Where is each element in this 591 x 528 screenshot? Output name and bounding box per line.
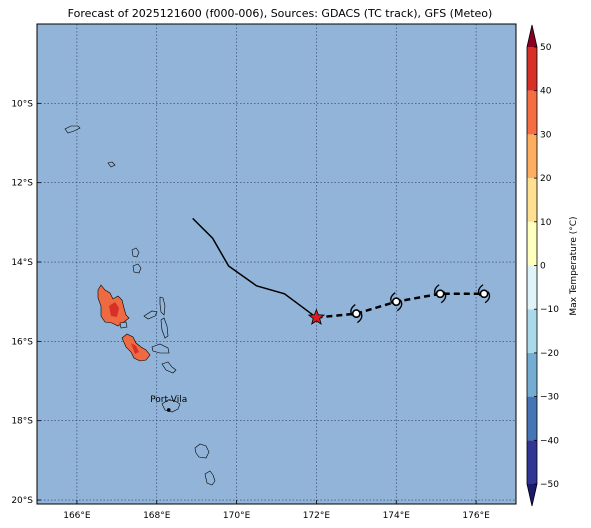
- city-label: Port-Vila: [150, 395, 187, 405]
- island-efate: [161, 399, 181, 413]
- lat-tick-label-3: 16°S: [11, 337, 33, 347]
- island-santo-hot: [109, 302, 119, 317]
- island-malakula-hot: [131, 343, 139, 354]
- island-north-1: [131, 247, 140, 258]
- ocean-area: [37, 24, 516, 504]
- colorbar-tick-label-2: 30: [540, 130, 552, 140]
- city-dot: [166, 408, 171, 412]
- colorbar-segment-4: [527, 265, 537, 310]
- colorbar-tick-label-8: −30: [540, 393, 559, 403]
- forecast-point-1: [390, 292, 403, 312]
- lat-tick-label-1: 12°S: [11, 179, 33, 189]
- island-epi: [161, 361, 177, 374]
- colorbar-segment-7: [527, 134, 537, 179]
- lat-tick-label-2: 14°S: [11, 258, 33, 268]
- colorbar-segment-8: [527, 90, 537, 135]
- latitude-axis: 10°S 12°S 14°S 16°S 18°S 20°S: [11, 99, 41, 506]
- map-title: Forecast of 2025121600 (f000-006), Sourc…: [67, 7, 493, 20]
- island-small-santo: [119, 321, 128, 329]
- forecast-point-0: [350, 304, 363, 324]
- colorbar-tick-label-10: −50: [540, 480, 559, 490]
- lon-tick-label-3: 172°E: [303, 511, 331, 521]
- forecast-point-2: [434, 284, 447, 304]
- island-tanna: [204, 470, 216, 486]
- island-banks-2: [107, 161, 116, 168]
- graticule: [37, 24, 516, 504]
- lon-tick-label-0: 166°E: [63, 511, 91, 521]
- island-ambrym: [151, 343, 170, 354]
- cyclone-track: [192, 217, 491, 325]
- current-position-star: [307, 308, 326, 325]
- colorbar-tick-label-3: 20: [540, 174, 552, 184]
- colorbar-over-arrow: [527, 25, 537, 47]
- lon-tick-label-5: 176°E: [462, 511, 490, 521]
- forecast-point-3: [477, 284, 491, 304]
- colorbar-tick-label-4: 10: [540, 218, 552, 228]
- island-ambae: [143, 310, 158, 320]
- colorbar-segment-5: [527, 221, 537, 266]
- colorbar: 50 40 30 20 10 0 −10 −20 −30 −40 −50: [526, 24, 559, 507]
- colorbar-segment-3: [527, 309, 537, 353]
- lat-tick-label-0: 10°S: [11, 99, 33, 109]
- city-marker: Port-Vila: [150, 395, 187, 412]
- colorbar-segment-0: [527, 440, 537, 484]
- longitude-axis: 166°E 168°E 170°E 172°E 174°E 176°E: [63, 500, 490, 521]
- colorbar-tick-label-6: −10: [540, 305, 559, 315]
- island-banks-1: [64, 125, 81, 134]
- lon-tick-label-4: 174°E: [383, 511, 411, 521]
- colorbar-under-arrow: [527, 484, 537, 506]
- lat-tick-label-4: 18°S: [11, 417, 33, 427]
- lon-tick-label-2: 170°E: [223, 511, 251, 521]
- colorbar-label: Max Temperature (°C): [569, 216, 579, 315]
- island-maewo: [159, 296, 166, 316]
- colorbar-segment-1: [527, 396, 537, 441]
- colorbar-segment-6: [527, 178, 537, 222]
- forecast-points: [350, 284, 491, 324]
- colorbar-segment-9: [527, 47, 537, 91]
- colorbar-tick-label-5: 0: [540, 262, 546, 272]
- colorbar-segment-2: [527, 352, 537, 397]
- colorbar-tick-label-0: 50: [540, 43, 552, 53]
- colorbar-tick-label-9: −40: [540, 436, 559, 446]
- lat-tick-label-5: 20°S: [11, 496, 33, 506]
- lon-tick-label-1: 168°E: [143, 511, 171, 521]
- island-pentecost: [160, 317, 169, 339]
- island-erromango: [194, 443, 210, 459]
- islands: [64, 125, 216, 486]
- colorbar-tick-label-7: −20: [540, 349, 559, 359]
- past-track-line: [192, 217, 317, 319]
- map-frame: [36, 23, 517, 505]
- island-north-2: [132, 263, 142, 274]
- colorbar-tick-label-1: 40: [540, 87, 552, 97]
